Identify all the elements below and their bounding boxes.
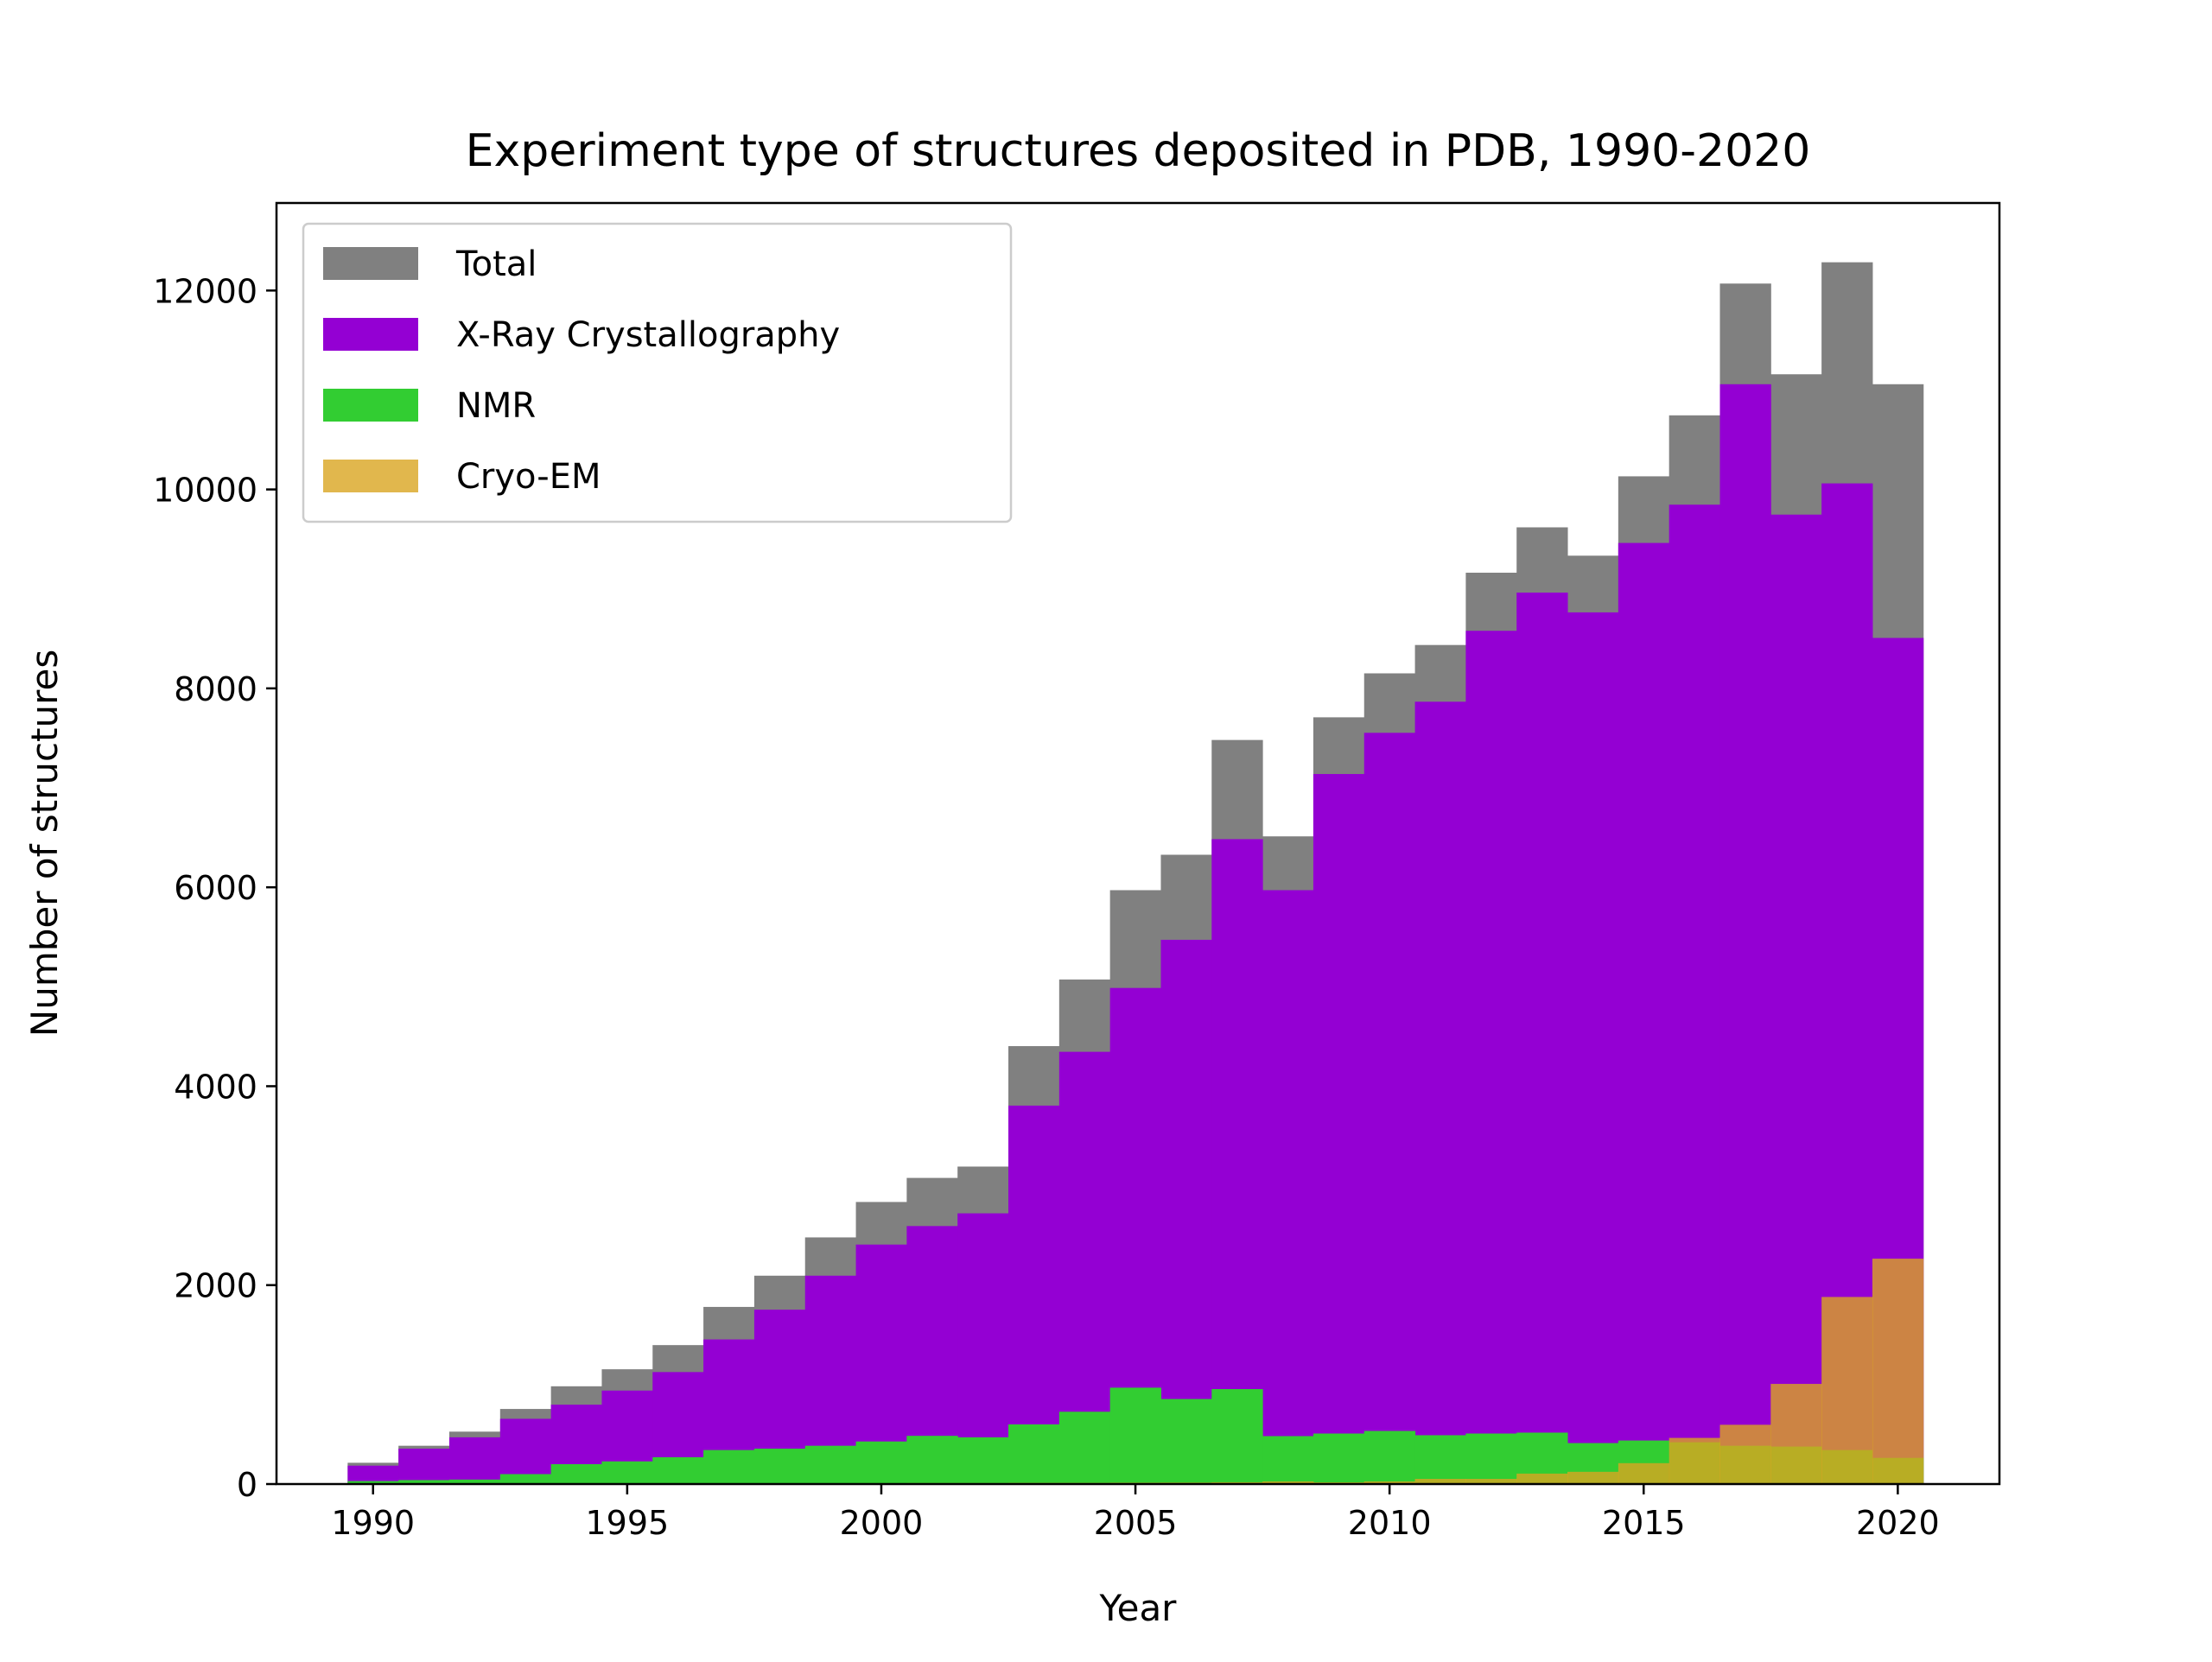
- bar-cryo-em-2019: [1821, 1297, 1872, 1484]
- chart-title: Experiment type of structures deposited …: [466, 125, 1811, 177]
- bar-x-ray-crystallography-2009: [1313, 774, 1364, 1484]
- bar-nmr-1999: [805, 1446, 856, 1484]
- bar-nmr-2002: [957, 1437, 1008, 1484]
- bar-cryo-em-2020: [1872, 1259, 1923, 1484]
- bar-x-ray-crystallography-2014: [1567, 612, 1618, 1484]
- x-tick-label: 2010: [1348, 1504, 1432, 1542]
- bar-cryo-em-2018: [1770, 1384, 1821, 1484]
- bar-cryo-em-2015: [1618, 1463, 1669, 1484]
- bar-x-ray-crystallography-2008: [1262, 891, 1313, 1484]
- x-tick-label: 1990: [331, 1504, 415, 1542]
- bar-nmr-2011: [1415, 1435, 1466, 1484]
- legend-swatch-x-ray-crystallography: [323, 318, 418, 351]
- x-tick-label: 2020: [1856, 1504, 1940, 1542]
- bar-x-ray-crystallography-2007: [1211, 839, 1262, 1484]
- legend-swatch-total: [323, 247, 418, 280]
- bar-nmr-2012: [1465, 1434, 1516, 1484]
- legend-label-cryo-em: Cryo-EM: [456, 457, 601, 497]
- bar-x-ray-crystallography-2017: [1719, 384, 1770, 1484]
- bar-x-ray-crystallography-2018: [1770, 515, 1821, 1484]
- bar-nmr-2001: [906, 1436, 957, 1484]
- x-tick-label: 1995: [585, 1504, 669, 1542]
- bar-cryo-em-2014: [1567, 1472, 1618, 1484]
- bar-x-ray-crystallography-1992: [449, 1437, 500, 1484]
- x-axis-label: Year: [1099, 1587, 1178, 1629]
- bar-cryo-em-2017: [1719, 1424, 1770, 1484]
- bar-x-ray-crystallography-1991: [398, 1449, 449, 1484]
- y-axis-label: Number of structures: [23, 650, 66, 1037]
- legend-swatch-nmr: [323, 389, 418, 422]
- bar-nmr-1995: [601, 1462, 652, 1484]
- legend: Total X-Ray Crystallography NMR Cryo-EM: [303, 224, 1011, 522]
- bar-nmr-2006: [1160, 1399, 1211, 1484]
- bar-nmr-2009: [1313, 1434, 1364, 1484]
- legend-label-nmr: NMR: [456, 386, 536, 426]
- bar-x-ray-crystallography-2013: [1516, 593, 1567, 1484]
- bar-nmr-2007: [1211, 1389, 1262, 1484]
- bar-cryo-em-2013: [1516, 1474, 1567, 1484]
- bar-nmr-2005: [1110, 1387, 1161, 1484]
- legend-label-x-ray-crystallography: X-Ray Crystallography: [456, 315, 840, 355]
- bar-x-ray-crystallography-2016: [1669, 504, 1720, 1484]
- bar-nmr-1998: [754, 1449, 805, 1484]
- bar-nmr-2010: [1364, 1431, 1415, 1484]
- y-tick-label: 2000: [174, 1267, 257, 1305]
- bar-nmr-2008: [1262, 1437, 1313, 1484]
- y-tick-label: 8000: [174, 670, 257, 708]
- x-axis: 1990 1995 2000 2005 2010 2015 2020: [331, 1484, 1939, 1542]
- bar-x-ray-crystallography-2011: [1415, 701, 1466, 1484]
- bar-nmr-1996: [652, 1457, 703, 1484]
- y-tick-label: 12000: [153, 272, 257, 310]
- bar-nmr-1997: [703, 1450, 754, 1484]
- y-tick-label: 0: [237, 1466, 257, 1504]
- bar-x-ray-crystallography-2015: [1618, 543, 1669, 1484]
- bar-nmr-2004: [1059, 1411, 1110, 1484]
- legend-swatch-cryo-em: [323, 460, 418, 492]
- bar-x-ray-crystallography-2012: [1465, 631, 1516, 1484]
- bar-nmr-1994: [551, 1464, 602, 1484]
- bar-nmr-1993: [500, 1474, 551, 1484]
- y-tick-label: 4000: [174, 1068, 257, 1106]
- y-axis: 0 2000 4000 6000 8000 10000 12000: [153, 272, 276, 1504]
- y-tick-label: 10000: [153, 472, 257, 510]
- bar-nmr-2000: [856, 1442, 907, 1484]
- x-tick-label: 2015: [1602, 1504, 1686, 1542]
- legend-label-total: Total: [455, 244, 537, 284]
- x-tick-label: 2005: [1094, 1504, 1178, 1542]
- bar-x-ray-crystallography-2010: [1364, 733, 1415, 1484]
- bar-nmr-2003: [1008, 1424, 1059, 1484]
- bar-cryo-em-2016: [1669, 1438, 1720, 1484]
- x-tick-label: 2000: [840, 1504, 924, 1542]
- y-tick-label: 6000: [174, 869, 257, 907]
